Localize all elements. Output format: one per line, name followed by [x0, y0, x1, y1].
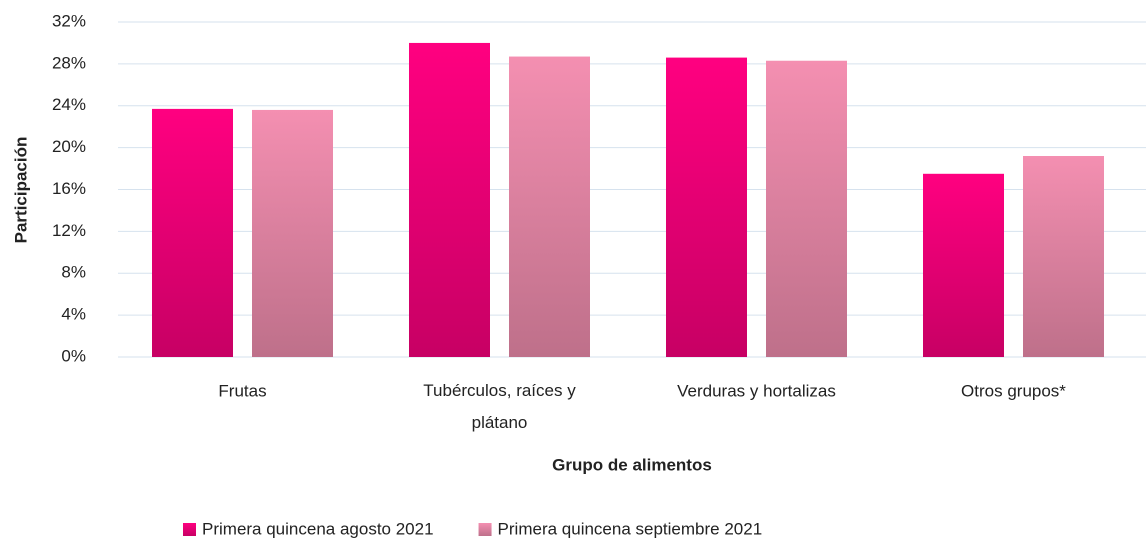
x-axis-title: Grupo de alimentos	[552, 455, 712, 474]
legend-label: Primera quincena septiembre 2021	[498, 519, 763, 538]
y-tick-label: 4%	[61, 305, 86, 324]
bar	[252, 109, 333, 357]
y-tick-label: 20%	[52, 137, 86, 156]
y-tick-label: 28%	[52, 53, 86, 72]
x-tick-label: Otros grupos*	[961, 381, 1066, 400]
bar	[1023, 156, 1104, 357]
y-tick-label: 8%	[61, 263, 86, 282]
y-tick-label: 16%	[52, 179, 86, 198]
y-tick-label: 32%	[52, 11, 86, 30]
bar	[666, 57, 747, 357]
x-tick-label: Tubérculos, raíces y plátano	[423, 381, 576, 432]
x-tick-label: Frutas	[218, 381, 266, 400]
x-tick-label: Verduras y hortalizas	[677, 381, 836, 400]
y-tick-label: 0%	[61, 346, 86, 365]
bar	[766, 60, 847, 357]
legend-swatch	[183, 523, 196, 536]
y-axis-title: Participación	[11, 137, 30, 244]
bar	[509, 56, 590, 357]
bar	[409, 42, 490, 357]
legend-swatch	[478, 523, 492, 536]
bar	[152, 108, 233, 357]
legend-label: Primera quincena agosto 2021	[202, 519, 434, 538]
bar	[923, 173, 1004, 357]
y-tick-label: 24%	[52, 95, 86, 114]
y-tick-label: 12%	[52, 221, 86, 240]
